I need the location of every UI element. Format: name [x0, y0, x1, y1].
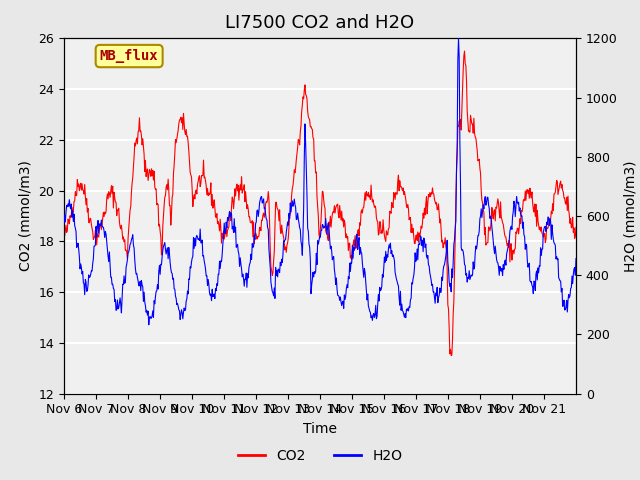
Legend: CO2, H2O: CO2, H2O [232, 443, 408, 468]
Y-axis label: H2O (mmol/m3): H2O (mmol/m3) [623, 160, 637, 272]
Text: MB_flux: MB_flux [100, 49, 159, 63]
X-axis label: Time: Time [303, 422, 337, 436]
Text: LI7500 CO2 and H2O: LI7500 CO2 and H2O [225, 14, 415, 33]
Y-axis label: CO2 (mmol/m3): CO2 (mmol/m3) [19, 161, 33, 271]
